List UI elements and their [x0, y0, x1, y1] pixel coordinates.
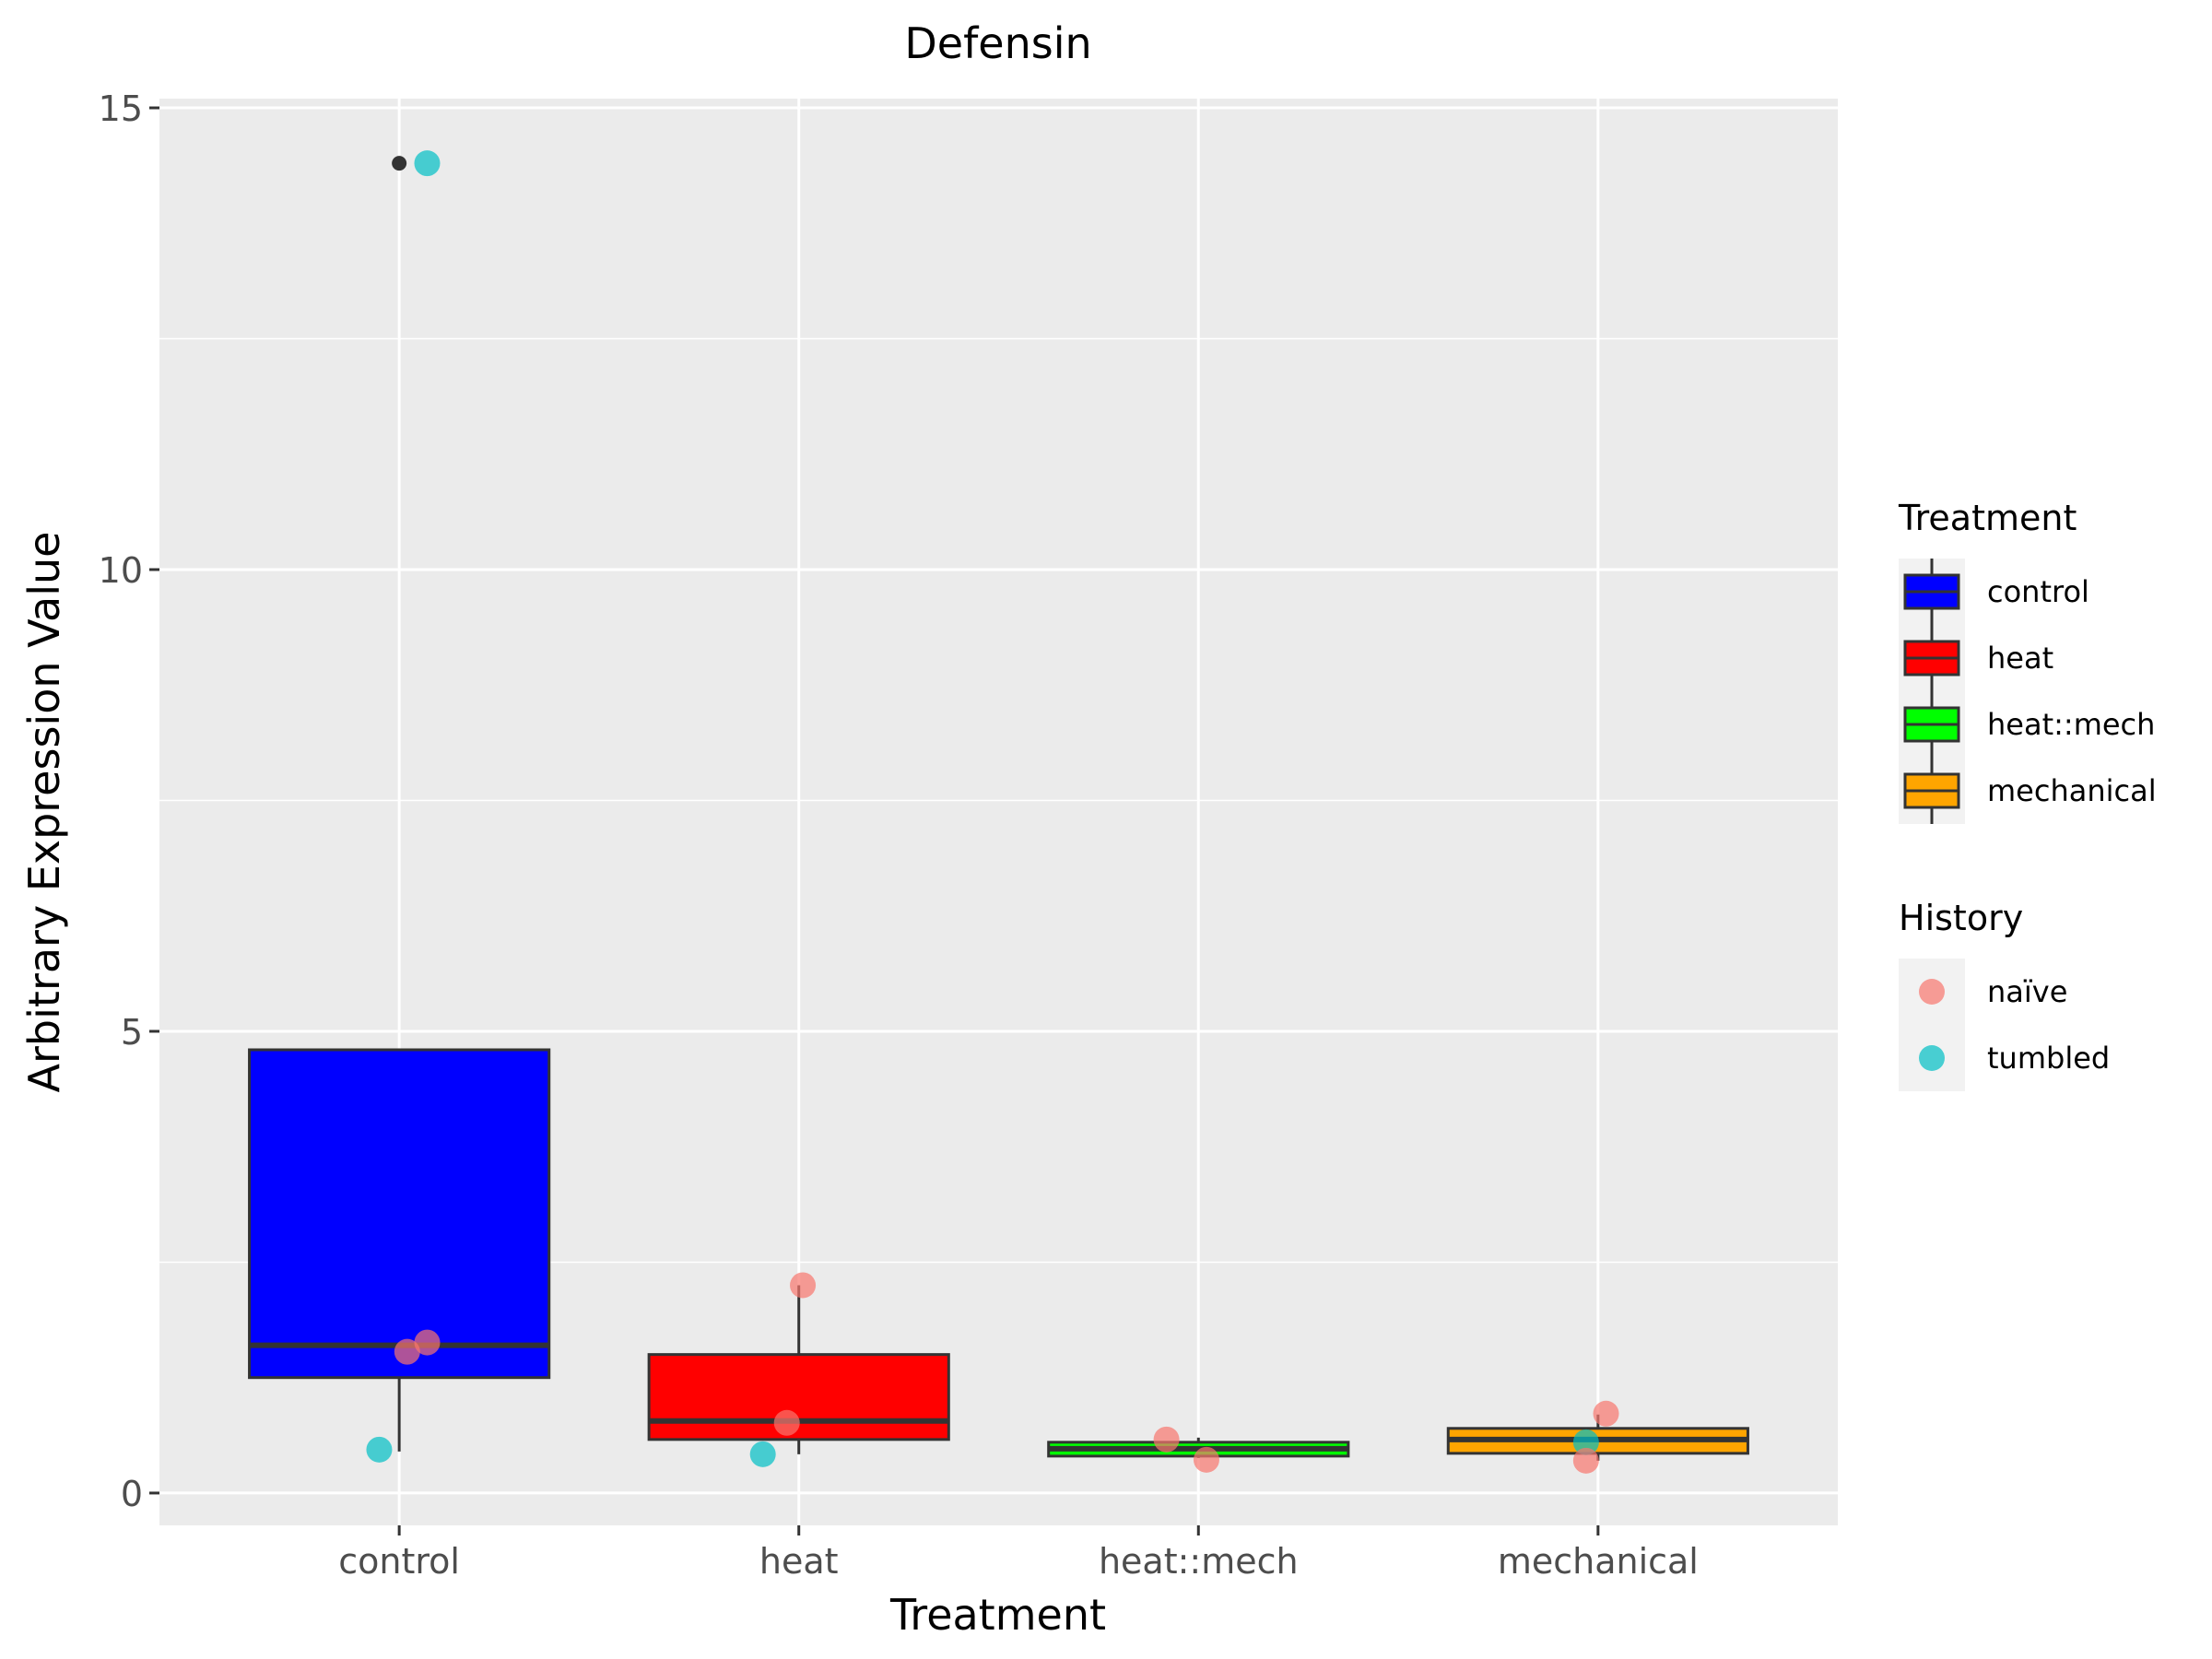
legend-entry-label: control	[1987, 574, 2089, 609]
data-point	[773, 1409, 800, 1436]
jitter-points	[366, 150, 1619, 1474]
y-tick-label: 5	[121, 1012, 143, 1053]
x-axis-label: Treatment	[889, 1590, 1106, 1640]
data-point	[790, 1272, 817, 1299]
legend-entry-label: heat	[1987, 641, 2053, 676]
legend-title: Treatment	[1898, 498, 2077, 538]
y-axis: 0 5 10 15	[99, 88, 159, 1514]
y-tick-label: 0	[121, 1474, 143, 1514]
data-point	[414, 150, 441, 177]
x-axis: control heat heat::mech mechanical	[338, 1525, 1699, 1582]
legend-key-point	[1919, 979, 1945, 1005]
legend-title: History	[1899, 898, 2023, 938]
data-point	[1572, 1447, 1599, 1474]
chart-title: Defensin	[904, 18, 1091, 68]
y-axis-label: Arbitrary Expression Value	[19, 532, 69, 1093]
legend-key-background	[1899, 959, 1965, 1091]
legend-entry-label: heat::mech	[1987, 707, 2155, 742]
data-point	[1193, 1446, 1219, 1473]
data-point	[394, 1338, 420, 1365]
x-tick-label: heat::mech	[1099, 1541, 1299, 1582]
data-point	[749, 1441, 776, 1467]
data-point	[366, 1436, 393, 1463]
legends: Treatmentcontrolheatheat::mechmechanical…	[1898, 498, 2157, 1091]
legend-entry-label: tumbled	[1987, 1041, 2110, 1076]
x-tick-label: control	[338, 1541, 460, 1582]
legend-key-point	[1919, 1045, 1945, 1071]
data-point	[1153, 1426, 1180, 1453]
y-tick-label: 15	[99, 88, 143, 129]
legend-history: History naïve tumbled	[1899, 898, 2110, 1091]
x-tick-label: mechanical	[1498, 1541, 1699, 1582]
data-point	[1572, 1429, 1599, 1455]
data-point	[414, 1329, 441, 1356]
legend-entry-label: naïve	[1987, 974, 2067, 1009]
box	[248, 1048, 551, 1380]
x-tick-label: heat	[759, 1541, 839, 1582]
legend-entry-label: mechanical	[1987, 773, 2157, 808]
outlier-point	[392, 156, 407, 171]
y-tick-label: 10	[99, 550, 143, 591]
data-point	[1593, 1400, 1619, 1427]
